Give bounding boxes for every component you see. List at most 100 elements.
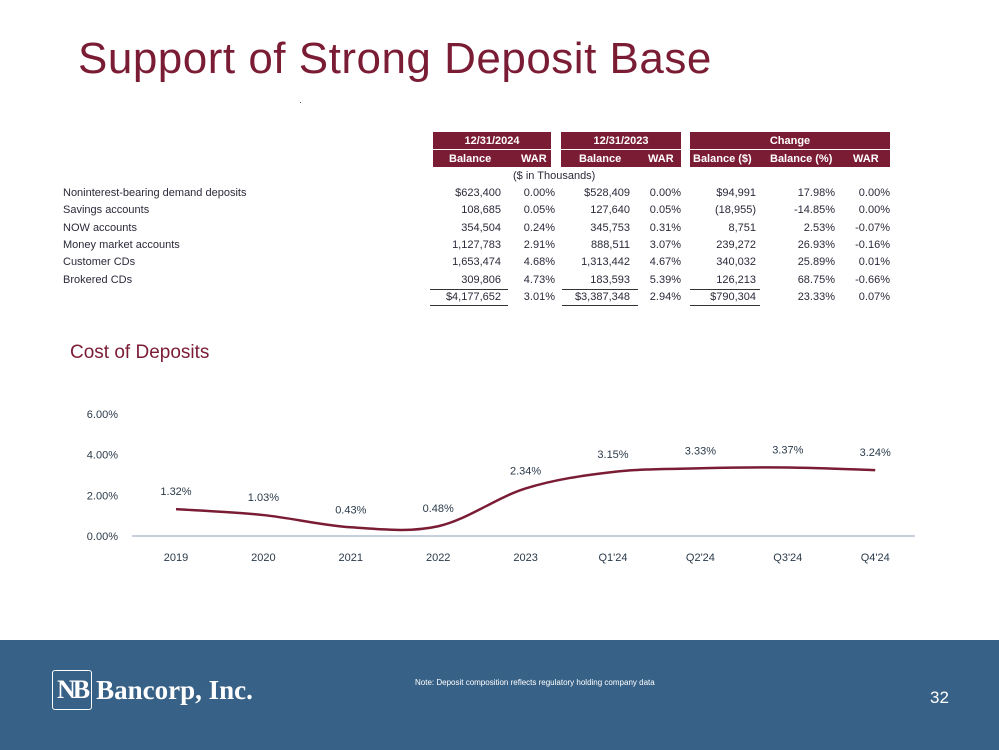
data-point [262, 514, 265, 517]
table-cell: 0.05% [523, 204, 555, 217]
total-underline [430, 304, 508, 306]
table-cell: 309,806 [461, 273, 501, 286]
chart-title: Cost of Deposits [70, 342, 210, 363]
x-tick-label: 2023 [513, 552, 537, 564]
table-cell: 17.98% [797, 187, 835, 199]
data-label: 2.34% [510, 465, 541, 477]
total-cell: 0.07% [858, 290, 890, 303]
table-cell: 2.53% [803, 221, 835, 234]
row-label: Customer CDs [63, 256, 136, 269]
data-label: 0.48% [423, 503, 454, 515]
total-cell: 3.01% [523, 290, 555, 303]
table-cell: 4.68% [523, 256, 555, 269]
data-label: 3.37% [772, 444, 803, 456]
table-cell: 108,685 [461, 204, 501, 217]
table-cell: 0.00% [858, 187, 890, 199]
subheader-band-change [690, 150, 890, 167]
subheader-band-2023 [561, 150, 681, 167]
data-point [349, 526, 352, 529]
table-cell: 8,751 [728, 221, 756, 234]
x-tick-label: Q1'24 [598, 552, 627, 564]
table-cell: 126,213 [716, 273, 756, 286]
table-cell: 25.89% [797, 256, 835, 269]
data-point [874, 469, 877, 472]
total-cell: 2.94% [649, 290, 681, 303]
total-cell: 23.33% [797, 290, 835, 303]
row-label: Brokered CDs [63, 273, 133, 286]
table-cell: 68.75% [797, 273, 835, 286]
data-point [524, 487, 527, 490]
subheader-band-2024 [433, 150, 551, 167]
x-tick-label: Q2'24 [686, 552, 715, 564]
table-cell: 26.93% [797, 238, 835, 251]
data-point [612, 470, 615, 473]
company-logo: NB Bancorp, Inc. [52, 670, 253, 710]
data-label: 3.15% [597, 449, 628, 461]
data-label: 3.33% [685, 445, 716, 457]
table-cell: 239,272 [716, 238, 756, 251]
table-cell: 127,640 [590, 204, 630, 217]
cost-of-deposits-line [175, 466, 876, 532]
column-header: WAR [648, 152, 674, 165]
column-header: Balance (%) [770, 152, 833, 165]
x-tick-label: 2021 [339, 552, 363, 564]
table-cell: 1,313,442 [581, 256, 630, 269]
column-header: Balance [579, 152, 622, 165]
column-header: WAR [521, 152, 547, 165]
x-tick-label: 2019 [164, 552, 188, 564]
page-title: Support of Strong Deposit Base [78, 34, 712, 83]
data-point [175, 508, 178, 511]
table-cell: 0.01% [858, 256, 890, 269]
table-cell: 354,504 [461, 221, 501, 234]
x-tick-label: Q4'24 [861, 552, 890, 564]
y-tick-label: 2.00% [87, 490, 118, 502]
total-cell: $3,387,348 [574, 290, 630, 303]
row-label: Savings accounts [63, 204, 150, 217]
column-header: Balance [449, 152, 492, 165]
table-cell: 0.24% [523, 221, 555, 234]
data-label: 1.32% [160, 486, 191, 498]
period-header-2024: 12/31/2024 [433, 132, 551, 149]
column-header: Balance ($) [693, 152, 752, 165]
logo-mark: NB [52, 670, 93, 710]
table-cell: 4.73% [523, 273, 555, 286]
total-underline [562, 289, 638, 291]
table-cell: 183,593 [590, 273, 630, 286]
cost-of-deposits-chart: 0.00% 2.00% 4.00% 6.00% 2019 2020 2021 2022 2023… [87, 409, 915, 564]
decorative-dot [300, 102, 301, 103]
table-cell: 0.05% [649, 204, 681, 217]
data-label: 3.24% [860, 447, 891, 459]
table-cell: $623,400 [455, 187, 501, 199]
column-header: WAR [853, 152, 879, 165]
total-cell: $4,177,652 [445, 290, 501, 303]
table-cell: 3.07% [649, 238, 681, 251]
data-point [786, 466, 789, 469]
table-cell: 1,127,783 [452, 238, 501, 251]
table-cell: 0.00% [858, 204, 890, 217]
table-cell: 340,032 [716, 256, 756, 269]
table-cell: 4.67% [649, 256, 681, 269]
footer-bar [0, 640, 999, 750]
table-cell: $528,409 [584, 187, 630, 199]
table-cell: -0.16% [855, 238, 890, 251]
x-tick-label: 2020 [251, 552, 275, 564]
y-tick-label: 4.00% [87, 450, 118, 462]
table-cell: 345,753 [590, 221, 630, 234]
table-cell: 0.00% [523, 187, 555, 199]
total-cell: $790,304 [710, 290, 756, 303]
table-cell: -14.85% [794, 204, 835, 217]
period-header-change: Change [690, 132, 890, 149]
total-underline [562, 304, 638, 306]
footnote: Note: Deposit composition reflects regul… [415, 678, 655, 687]
total-underline [430, 289, 508, 291]
table-cell: 2.91% [523, 238, 555, 251]
period-header-2023: 12/31/2023 [561, 132, 681, 149]
table-cell: 0.31% [649, 221, 681, 234]
table-cell: -0.07% [855, 221, 890, 234]
logo-text: Bancorp, Inc. [96, 674, 253, 705]
row-label: Noninterest-bearing demand deposits [63, 187, 247, 199]
data-label: 1.03% [248, 492, 279, 504]
row-label: NOW accounts [63, 221, 137, 234]
table-cell: $94,991 [716, 187, 756, 199]
table-cell: 0.00% [649, 187, 681, 199]
